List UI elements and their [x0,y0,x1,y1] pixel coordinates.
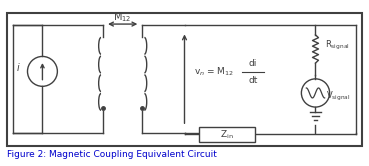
Text: i: i [17,63,20,73]
Text: M$_{12}$: M$_{12}$ [114,10,132,24]
Text: Z$_{\rm in}$: Z$_{\rm in}$ [220,128,234,141]
Bar [199,127,255,142]
Text: Figure 2: Magnetic Coupling Equivalent Circuit: Figure 2: Magnetic Coupling Equivalent C… [7,150,217,159]
Text: R$_{\rm signal}$: R$_{\rm signal}$ [325,39,349,52]
Text: V$_{\rm signal}$: V$_{\rm signal}$ [326,90,351,103]
Text: v$_n$ = M$_{12}$: v$_n$ = M$_{12}$ [194,66,234,79]
Text: dt: dt [248,76,258,85]
Text: di: di [249,59,257,68]
